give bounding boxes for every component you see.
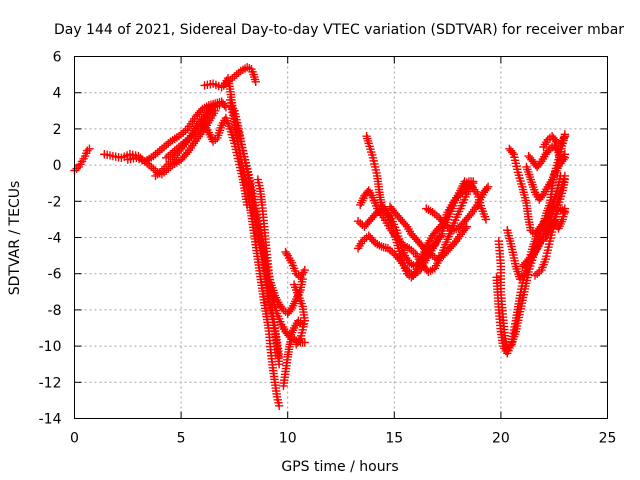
data-point bbox=[481, 215, 491, 224]
data-point bbox=[560, 175, 570, 184]
series-26 bbox=[530, 175, 570, 280]
y-tick-label: -10 bbox=[39, 339, 62, 355]
y-axis-label: SDTVAR / TECUs bbox=[7, 181, 23, 296]
y-tick-label: -4 bbox=[48, 231, 62, 247]
y-tick-label: 4 bbox=[53, 86, 62, 102]
data-point bbox=[215, 101, 224, 110]
x-axis-label: GPS time / hours bbox=[281, 459, 398, 475]
chart-title: Day 144 of 2021, Sidereal Day-to-day VTE… bbox=[54, 22, 624, 38]
series-28 bbox=[522, 150, 570, 204]
series-0 bbox=[70, 144, 94, 175]
y-tick-label: 0 bbox=[53, 158, 62, 174]
x-tick-label: 25 bbox=[599, 431, 617, 447]
series-13 bbox=[281, 247, 309, 282]
data-point bbox=[274, 401, 284, 411]
y-tick-label: -14 bbox=[39, 412, 62, 428]
series-20 bbox=[422, 182, 493, 235]
series-29 bbox=[539, 131, 570, 152]
data-point bbox=[221, 102, 231, 112]
plot-frame bbox=[74, 56, 608, 419]
x-tick-label: 15 bbox=[385, 431, 403, 447]
series-4 bbox=[161, 101, 224, 163]
y-tick-label: -12 bbox=[39, 375, 62, 391]
data-point bbox=[292, 340, 301, 349]
y-tick-label: -8 bbox=[48, 303, 62, 319]
data-point bbox=[560, 131, 570, 141]
y-tick-label: -2 bbox=[48, 194, 62, 210]
data-point bbox=[274, 352, 284, 362]
tick-labels: 0 5 10 15 20 25 -14 -12 -10 -8 -6 -4 -2 0 2 4 6 bbox=[39, 50, 617, 447]
x-tick-label: 20 bbox=[492, 431, 510, 447]
data-point bbox=[300, 338, 309, 347]
data-point bbox=[483, 182, 493, 192]
data-point bbox=[560, 150, 570, 159]
series-24 bbox=[505, 144, 565, 239]
series-14 bbox=[289, 280, 309, 349]
y-tick-label: 6 bbox=[53, 50, 62, 66]
x-tick-label: 5 bbox=[177, 431, 186, 447]
series-19 bbox=[385, 202, 471, 264]
series-22 bbox=[492, 171, 570, 358]
data-point bbox=[560, 207, 570, 217]
data-point bbox=[300, 265, 309, 275]
data-point bbox=[274, 360, 284, 369]
data-point bbox=[468, 179, 478, 188]
data-point bbox=[251, 77, 260, 87]
data-points bbox=[70, 63, 570, 411]
series-12 bbox=[279, 332, 309, 391]
y-tick-label: -6 bbox=[48, 267, 62, 283]
x-tick-label: 0 bbox=[70, 431, 79, 447]
y-tick-label: 2 bbox=[53, 122, 62, 138]
data-point bbox=[462, 222, 471, 231]
series-17 bbox=[362, 131, 478, 282]
data-point bbox=[556, 171, 565, 181]
series-18 bbox=[355, 179, 478, 277]
series-11 bbox=[253, 175, 284, 362]
x-tick-label: 10 bbox=[279, 431, 297, 447]
data-point bbox=[85, 144, 94, 154]
grid-lines bbox=[74, 56, 608, 419]
